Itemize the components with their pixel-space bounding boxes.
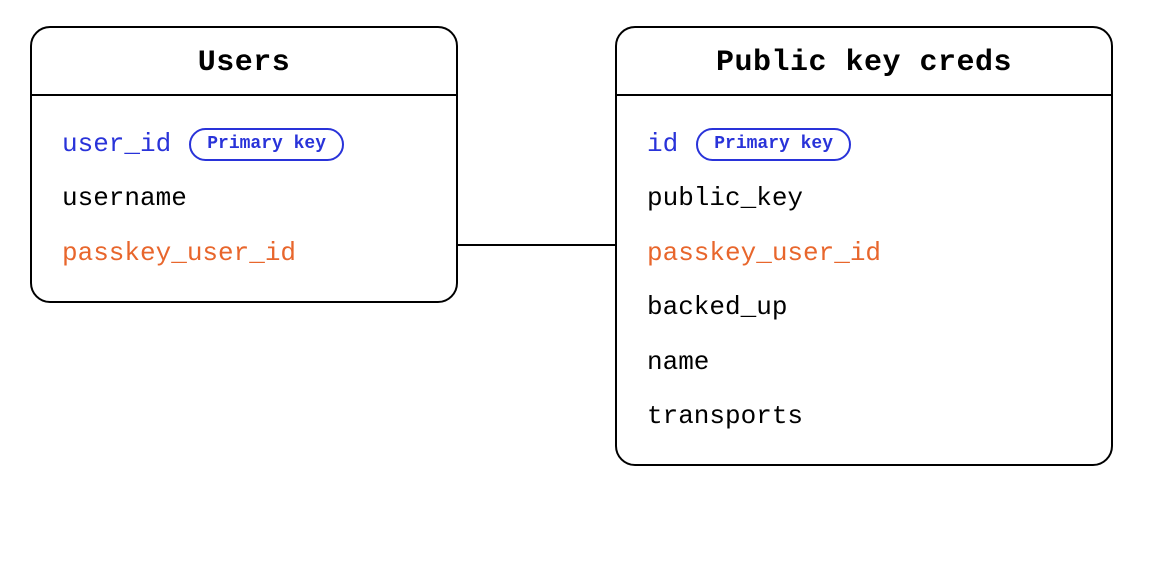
field-name: name [647, 344, 709, 380]
field-row: transports [647, 398, 1081, 434]
field-username: username [62, 180, 187, 216]
entity-creds-title: Public key creds [617, 28, 1111, 96]
field-row: public_key [647, 180, 1081, 216]
primary-key-badge: Primary key [189, 128, 344, 161]
relationship-connector [458, 244, 616, 246]
field-row: id Primary key [647, 126, 1081, 162]
field-row: username [62, 180, 426, 216]
field-row: passkey_user_id [647, 235, 1081, 271]
field-row: name [647, 344, 1081, 380]
entity-public-key-creds: Public key creds id Primary key public_k… [615, 26, 1113, 466]
entity-users-title: Users [32, 28, 456, 96]
field-row: passkey_user_id [62, 235, 426, 271]
field-id: id [647, 126, 678, 162]
entity-creds-body: id Primary key public_key passkey_user_i… [617, 96, 1111, 464]
entity-users: Users user_id Primary key username passk… [30, 26, 458, 303]
field-row: user_id Primary key [62, 126, 426, 162]
field-row: backed_up [647, 289, 1081, 325]
field-backed-up: backed_up [647, 289, 787, 325]
field-passkey-user-id: passkey_user_id [647, 235, 881, 271]
field-passkey-user-id: passkey_user_id [62, 235, 296, 271]
primary-key-badge: Primary key [696, 128, 851, 161]
field-user-id: user_id [62, 126, 171, 162]
field-transports: transports [647, 398, 803, 434]
entity-users-body: user_id Primary key username passkey_use… [32, 96, 456, 301]
field-public-key: public_key [647, 180, 803, 216]
